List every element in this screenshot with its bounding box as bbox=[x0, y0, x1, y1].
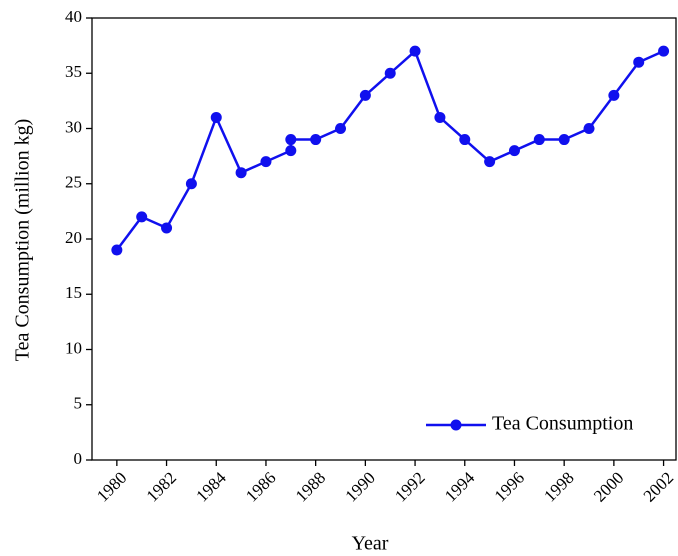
x-tick-label: 1986 bbox=[242, 468, 279, 505]
data-point bbox=[335, 123, 347, 134]
x-axis-label: Year bbox=[352, 533, 389, 555]
data-point bbox=[608, 89, 620, 101]
data-point bbox=[508, 145, 520, 157]
x-tick-label: 1980 bbox=[93, 468, 130, 505]
x-tick-label: 1984 bbox=[192, 468, 230, 506]
data-point bbox=[161, 222, 173, 234]
data-point bbox=[359, 89, 371, 101]
data-point bbox=[185, 178, 197, 190]
y-tick-label: 20 bbox=[65, 228, 82, 247]
y-tick-label: 30 bbox=[65, 117, 82, 136]
data-point bbox=[384, 67, 396, 79]
x-tick-label: 1994 bbox=[441, 468, 479, 506]
y-tick-label: 5 bbox=[74, 394, 83, 413]
x-tick-label: 1988 bbox=[292, 468, 329, 505]
y-tick-label: 0 bbox=[74, 449, 83, 468]
x-tick-label: 2000 bbox=[590, 468, 627, 505]
data-point bbox=[136, 211, 148, 223]
data-point bbox=[285, 145, 297, 157]
series-line bbox=[115, 49, 665, 251]
legend-marker bbox=[450, 419, 462, 431]
y-tick-label: 25 bbox=[65, 173, 82, 192]
data-point bbox=[111, 244, 123, 256]
x-tick-label: 1990 bbox=[341, 468, 378, 505]
y-axis-label: Tea Consumption (million kg) bbox=[12, 119, 34, 361]
x-tick-label: 1992 bbox=[391, 468, 428, 505]
legend-label: Tea Consumption bbox=[492, 413, 633, 435]
data-point bbox=[459, 134, 471, 146]
data-point bbox=[409, 45, 421, 57]
x-tick-label: 1996 bbox=[491, 468, 528, 505]
data-point bbox=[484, 156, 496, 168]
x-tick-label: 2002 bbox=[640, 468, 677, 505]
data-point bbox=[558, 134, 570, 146]
data-point bbox=[658, 45, 670, 57]
data-point bbox=[285, 134, 297, 146]
x-tick-label: 1982 bbox=[143, 468, 180, 505]
data-point bbox=[633, 56, 645, 68]
data-point bbox=[210, 111, 222, 123]
x-tick-label: 1998 bbox=[540, 468, 577, 505]
data-point bbox=[310, 134, 322, 146]
data-point bbox=[235, 167, 247, 179]
data-point bbox=[260, 156, 272, 168]
data-point bbox=[583, 123, 595, 134]
plot-frame bbox=[91, 17, 677, 461]
data-point bbox=[434, 111, 446, 123]
y-tick-label: 10 bbox=[65, 338, 82, 357]
y-tick-label: 35 bbox=[65, 62, 82, 81]
y-tick-label: 40 bbox=[65, 7, 82, 26]
y-tick-label: 15 bbox=[65, 283, 82, 302]
data-point bbox=[533, 134, 545, 146]
